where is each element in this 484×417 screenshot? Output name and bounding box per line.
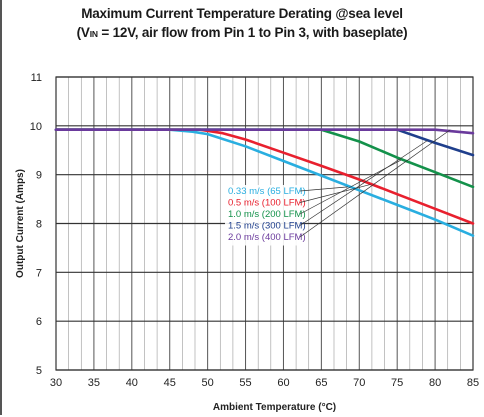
x-tick-label: 30 — [50, 377, 62, 389]
y-tick-label: 9 — [36, 170, 42, 182]
x-tick-label: 65 — [315, 377, 327, 389]
legend-leader-line — [299, 140, 428, 226]
x-tick-label: 35 — [88, 377, 100, 389]
x-tick-label: 60 — [277, 377, 289, 389]
legend-entry: 0.33 m/s (65 LFM) — [228, 186, 306, 197]
x-axis-label: Ambient Temperature (°C) — [213, 402, 336, 413]
y-tick-label: 10 — [30, 121, 42, 133]
x-tick-label: 70 — [353, 377, 365, 389]
y-tick-label: 7 — [36, 267, 42, 279]
title-line-2-rest: = 12V, air flow from Pin 1 to Pin 3, wit… — [97, 25, 408, 40]
legend-entry: 2.0 m/s (400 LFM) — [228, 232, 306, 243]
x-tick-label: 55 — [239, 377, 251, 389]
x-tick-label: 75 — [391, 377, 403, 389]
legend-leader-line — [299, 184, 371, 203]
chart-title-line-2: (VIN = 12V, air flow from Pin 1 to Pin 3… — [0, 23, 484, 44]
y-tick-label: 5 — [36, 365, 42, 377]
y-axis-label: Output Current (Amps) — [15, 169, 26, 278]
title-vin-prefix: (V — [76, 25, 90, 40]
series-line — [54, 128, 475, 135]
legend-entry: 0.5 m/s (100 LFM) — [228, 198, 306, 209]
x-tick-label: 85 — [467, 377, 479, 389]
y-tick-label: 8 — [36, 219, 42, 231]
y-tick-label: 6 — [36, 316, 42, 328]
legend-entry: 1.5 m/s (300 LFM) — [228, 221, 306, 232]
chart-title-line-1: Maximum Current Temperature Derating @se… — [81, 6, 403, 21]
legend-background — [225, 185, 301, 246]
title-vin-subscript: IN — [89, 29, 98, 39]
y-tick-label: 11 — [31, 72, 42, 84]
legend-leader-line — [299, 186, 348, 192]
legend-leader-line — [299, 129, 451, 238]
x-tick-label: 80 — [429, 377, 441, 389]
series-line — [54, 128, 475, 225]
x-tick-label: 50 — [202, 377, 214, 389]
legend-entry: 1.0 m/s (200 LFM) — [228, 209, 306, 220]
x-tick-label: 45 — [164, 377, 176, 389]
x-tick-label: 40 — [126, 377, 138, 389]
series-line — [54, 128, 475, 237]
chart-title: Maximum Current Temperature Derating @se… — [0, 4, 484, 44]
